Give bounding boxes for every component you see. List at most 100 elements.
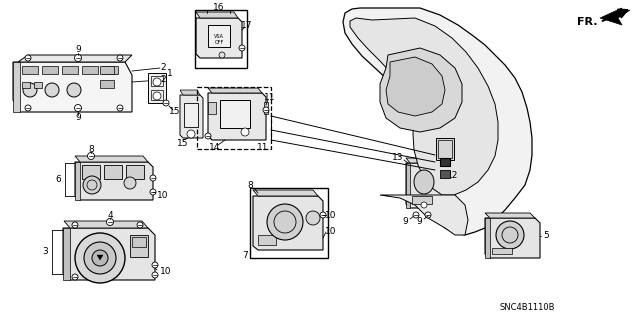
Ellipse shape <box>25 105 31 111</box>
Text: 9: 9 <box>416 218 422 226</box>
Ellipse shape <box>241 128 249 136</box>
Bar <box>197 87 271 149</box>
Bar <box>220 100 250 128</box>
Polygon shape <box>208 93 266 140</box>
Bar <box>184 103 198 127</box>
Ellipse shape <box>421 202 427 208</box>
Bar <box>104 165 122 179</box>
Polygon shape <box>63 228 155 280</box>
Ellipse shape <box>92 250 108 266</box>
Ellipse shape <box>150 175 156 181</box>
Text: 10: 10 <box>157 190 168 199</box>
Bar <box>492 248 512 254</box>
Text: 11: 11 <box>264 93 276 101</box>
Ellipse shape <box>205 133 211 139</box>
Text: 3: 3 <box>42 248 48 256</box>
Bar <box>151 76 163 86</box>
Polygon shape <box>386 57 445 116</box>
Ellipse shape <box>263 107 269 113</box>
Bar <box>34 82 42 88</box>
Bar <box>82 165 100 179</box>
Ellipse shape <box>153 78 161 86</box>
Ellipse shape <box>414 170 434 194</box>
Ellipse shape <box>117 105 123 111</box>
Text: 14: 14 <box>209 144 221 152</box>
Polygon shape <box>485 213 535 218</box>
Bar <box>100 80 114 88</box>
Bar <box>151 90 163 100</box>
Polygon shape <box>380 195 468 235</box>
Ellipse shape <box>187 130 195 138</box>
Text: 7: 7 <box>243 250 248 259</box>
Text: 11: 11 <box>257 144 268 152</box>
Polygon shape <box>485 218 490 258</box>
Polygon shape <box>13 62 132 112</box>
Bar <box>126 165 144 179</box>
Bar <box>250 188 328 258</box>
Ellipse shape <box>23 83 37 97</box>
Text: 9: 9 <box>403 218 408 226</box>
Text: 9: 9 <box>75 46 81 55</box>
Bar <box>440 170 450 178</box>
Text: 12: 12 <box>447 170 458 180</box>
Polygon shape <box>18 55 132 62</box>
Text: SNC4B1110B: SNC4B1110B <box>500 303 556 313</box>
Text: 4: 4 <box>107 211 113 219</box>
Polygon shape <box>406 163 410 208</box>
Polygon shape <box>485 218 540 258</box>
Text: 1: 1 <box>167 70 173 78</box>
Ellipse shape <box>219 52 225 58</box>
Bar <box>440 158 450 166</box>
Ellipse shape <box>88 152 95 160</box>
Ellipse shape <box>83 176 101 194</box>
Polygon shape <box>253 196 323 250</box>
Ellipse shape <box>137 222 143 228</box>
Ellipse shape <box>45 83 59 97</box>
Polygon shape <box>600 8 630 25</box>
Bar <box>195 10 247 68</box>
Ellipse shape <box>84 242 116 274</box>
Text: 2: 2 <box>160 76 166 85</box>
Polygon shape <box>180 90 200 95</box>
Bar <box>436 138 454 160</box>
Ellipse shape <box>153 92 161 100</box>
Ellipse shape <box>413 212 419 218</box>
Ellipse shape <box>306 211 320 225</box>
Bar <box>100 66 114 74</box>
Bar <box>132 237 146 247</box>
Text: 5: 5 <box>543 232 548 241</box>
Text: 16: 16 <box>213 4 225 12</box>
Bar <box>208 25 230 47</box>
Text: 8: 8 <box>88 145 94 154</box>
Bar <box>438 140 452 158</box>
Bar <box>264 102 268 114</box>
Ellipse shape <box>124 177 136 189</box>
Bar <box>22 66 38 74</box>
Polygon shape <box>75 156 148 162</box>
Polygon shape <box>180 95 203 138</box>
Polygon shape <box>253 190 318 196</box>
Ellipse shape <box>74 105 81 112</box>
Ellipse shape <box>75 233 125 283</box>
Text: 9: 9 <box>75 114 81 122</box>
Bar <box>22 82 30 88</box>
Text: 8: 8 <box>247 181 253 189</box>
Bar <box>412 196 432 204</box>
Bar <box>208 102 216 114</box>
Bar <box>130 235 148 257</box>
Bar <box>82 66 98 74</box>
Polygon shape <box>406 158 438 163</box>
Ellipse shape <box>496 221 524 249</box>
Polygon shape <box>64 221 148 228</box>
Ellipse shape <box>163 100 169 106</box>
Text: FR.: FR. <box>577 17 598 27</box>
Ellipse shape <box>152 262 158 268</box>
Polygon shape <box>75 162 153 200</box>
Bar <box>258 235 276 245</box>
Ellipse shape <box>320 212 326 218</box>
Ellipse shape <box>152 272 158 278</box>
Bar <box>102 66 118 74</box>
Polygon shape <box>196 12 238 18</box>
Ellipse shape <box>74 55 81 62</box>
Ellipse shape <box>106 219 113 226</box>
